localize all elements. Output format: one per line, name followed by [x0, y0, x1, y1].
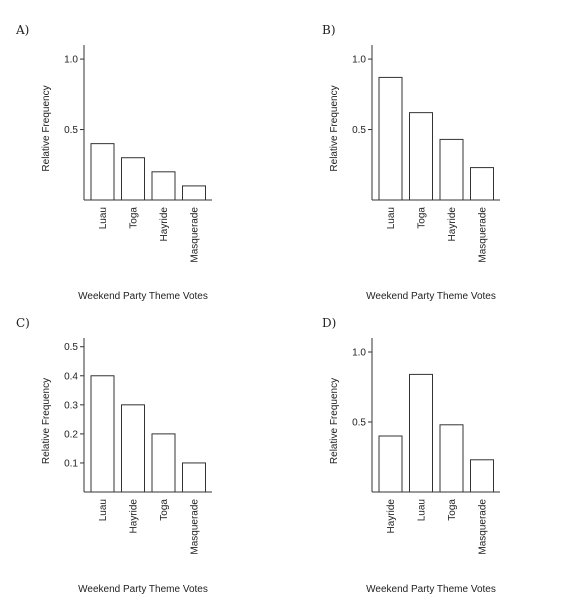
- category-label: Masquerade: [478, 499, 489, 555]
- y-tick-label: 1.0: [352, 348, 366, 359]
- category-label: Hayride: [386, 499, 397, 534]
- y-tick-label: 0.5: [64, 342, 78, 353]
- bar-masquerade: [182, 185, 206, 201]
- y-tick-label: 0.4: [64, 371, 78, 382]
- category-label: Masquerade: [190, 499, 201, 555]
- bar-hayride: [151, 171, 176, 201]
- bar-luau: [90, 375, 115, 493]
- bar-luau: [378, 76, 403, 201]
- y-tick-label: 0.3: [64, 400, 78, 411]
- bar-hayride: [378, 435, 403, 493]
- category-label: Luau: [386, 207, 397, 229]
- x-axis-title: Weekend Party Theme Votes: [366, 291, 496, 302]
- y-tick-label: 1.0: [352, 55, 366, 66]
- category-label: Masquerade: [190, 207, 201, 263]
- bar-luau: [409, 373, 433, 493]
- y-axis-title: Relative Frequency: [329, 378, 340, 464]
- panel-label: B): [322, 23, 336, 37]
- panel-label: C): [16, 316, 30, 330]
- x-axis-title: Weekend Party Theme Votes: [366, 584, 496, 595]
- x-axis-title: Weekend Party Theme Votes: [78, 291, 208, 302]
- y-tick-label: 0.5: [64, 125, 78, 136]
- category-label: Luau: [98, 207, 109, 229]
- y-tick-label: 0.1: [64, 458, 78, 469]
- category-label: Masquerade: [478, 207, 489, 263]
- bar-chart-1: A) 0.5 1.0 Luau Toga Hayride Masquerade Relativ…: [15, 23, 212, 302]
- panel-label: A): [15, 23, 29, 37]
- y-tick-label: 1.0: [64, 55, 78, 66]
- y-axis-title: Relative Frequency: [41, 378, 52, 464]
- y-tick-label: 0.5: [352, 125, 366, 136]
- category-label: Hayride: [129, 499, 140, 534]
- y-tick-label: 0.5: [352, 418, 366, 429]
- bar-chart-4: D) 0.5 1.0 Hayride Luau Toga Masquerade Relativ…: [322, 316, 500, 595]
- bar-toga: [409, 112, 433, 201]
- bar-toga: [151, 433, 176, 493]
- bar-masquerade: [470, 167, 494, 201]
- bar-masquerade: [182, 462, 206, 493]
- bar-toga: [121, 157, 145, 201]
- panel-label: D): [322, 316, 336, 330]
- category-label: Toga: [417, 207, 428, 229]
- bar-luau: [90, 143, 115, 201]
- category-label: Luau: [98, 499, 109, 521]
- bar-chart-2: B) 0.5 1.0 Luau Toga Hayride Masquerade Relativ…: [322, 23, 500, 302]
- category-label: Hayride: [447, 207, 458, 242]
- category-label: Toga: [159, 499, 170, 521]
- category-label: Luau: [417, 499, 428, 521]
- category-label: Toga: [447, 499, 458, 521]
- bar-masquerade: [470, 459, 494, 493]
- bar-hayride: [439, 138, 464, 201]
- bar-hayride: [121, 404, 145, 493]
- category-label: Hayride: [159, 207, 170, 242]
- y-axis-title: Relative Frequency: [329, 85, 340, 171]
- y-axis-title: Relative Frequency: [41, 85, 52, 171]
- bar-chart-3: C) 0.1 0.2 0.3 0.4 0.5 Luau Hayride Toga Masquera…: [16, 316, 212, 595]
- x-axis-title: Weekend Party Theme Votes: [78, 584, 208, 595]
- category-label: Toga: [129, 207, 140, 229]
- bar-toga: [439, 424, 464, 493]
- y-tick-label: 0.2: [64, 429, 78, 440]
